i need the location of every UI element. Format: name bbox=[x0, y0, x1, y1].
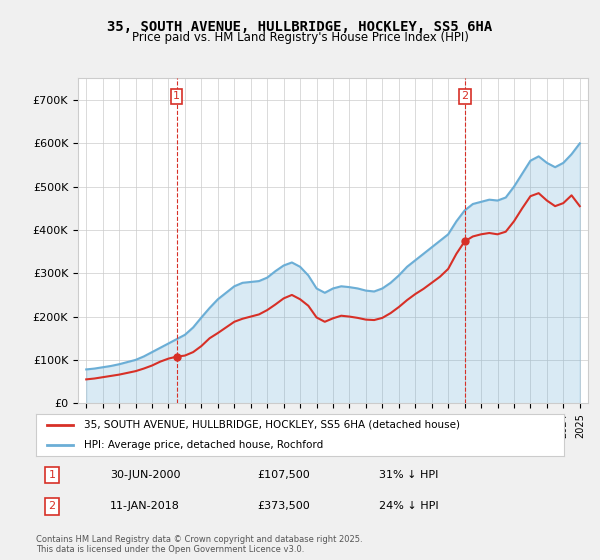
Text: 30-JUN-2000: 30-JUN-2000 bbox=[110, 470, 181, 480]
Text: £373,500: £373,500 bbox=[258, 501, 311, 511]
Text: 2: 2 bbox=[48, 501, 55, 511]
Text: Contains HM Land Registry data © Crown copyright and database right 2025.
This d: Contains HM Land Registry data © Crown c… bbox=[36, 535, 362, 554]
Text: 35, SOUTH AVENUE, HULLBRIDGE, HOCKLEY, SS5 6HA (detached house): 35, SOUTH AVENUE, HULLBRIDGE, HOCKLEY, S… bbox=[83, 420, 460, 430]
Text: 35, SOUTH AVENUE, HULLBRIDGE, HOCKLEY, SS5 6HA: 35, SOUTH AVENUE, HULLBRIDGE, HOCKLEY, S… bbox=[107, 20, 493, 34]
Text: 1: 1 bbox=[49, 470, 55, 480]
Text: 24% ↓ HPI: 24% ↓ HPI bbox=[379, 501, 439, 511]
Text: £107,500: £107,500 bbox=[258, 470, 311, 480]
Text: 11-JAN-2018: 11-JAN-2018 bbox=[110, 501, 180, 511]
Text: 31% ↓ HPI: 31% ↓ HPI bbox=[379, 470, 439, 480]
Text: 1: 1 bbox=[173, 91, 180, 101]
Text: 2: 2 bbox=[461, 91, 469, 101]
Text: HPI: Average price, detached house, Rochford: HPI: Average price, detached house, Roch… bbox=[83, 440, 323, 450]
Text: Price paid vs. HM Land Registry's House Price Index (HPI): Price paid vs. HM Land Registry's House … bbox=[131, 31, 469, 44]
